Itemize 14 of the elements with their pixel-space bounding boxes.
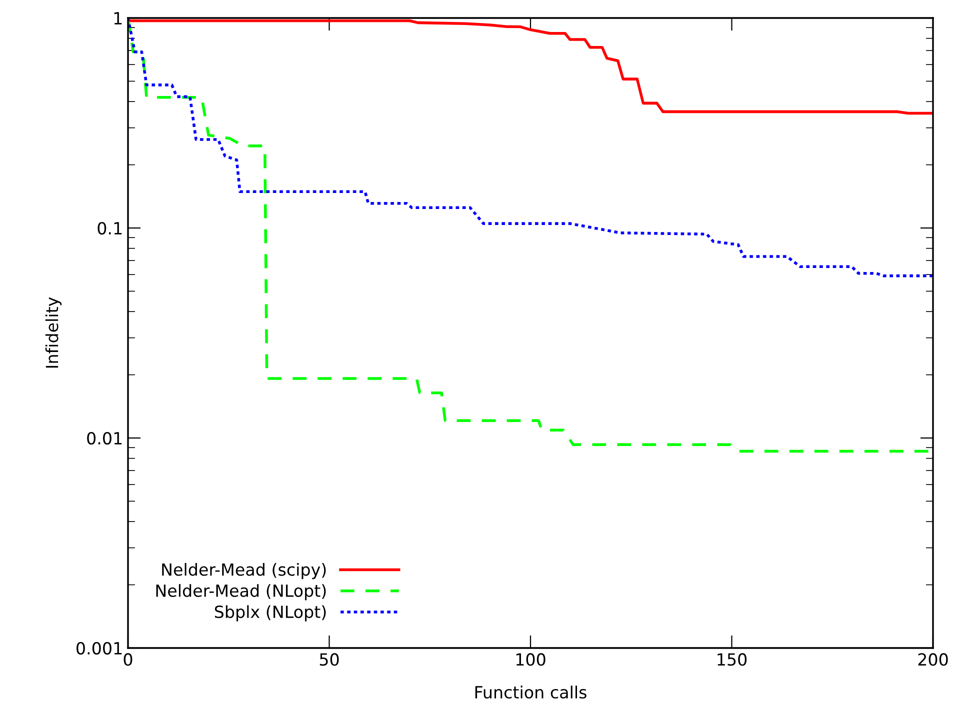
x-tick-label: 0 bbox=[124, 653, 132, 666]
legend-label: Nelder-Mead (NLopt) bbox=[156, 584, 326, 600]
y-axis-title: Infidelity bbox=[45, 297, 62, 368]
x-tick-label: 200 bbox=[918, 653, 948, 666]
legend-label: Nelder-Mead (scipy) bbox=[162, 562, 326, 580]
y-tick-label: 0.001 bbox=[76, 642, 122, 655]
x-axis-title: Function calls bbox=[475, 686, 586, 699]
x-tick-label: 150 bbox=[718, 653, 747, 666]
legend-label: Sbplx (NLopt) bbox=[214, 605, 326, 622]
y-tick-label: 1 bbox=[114, 12, 122, 24]
y-tick-label: 0.01 bbox=[87, 432, 122, 445]
x-tick-label: 50 bbox=[320, 653, 339, 666]
x-tick-label: 100 bbox=[516, 653, 546, 666]
y-tick-label: 0.1 bbox=[98, 222, 122, 235]
